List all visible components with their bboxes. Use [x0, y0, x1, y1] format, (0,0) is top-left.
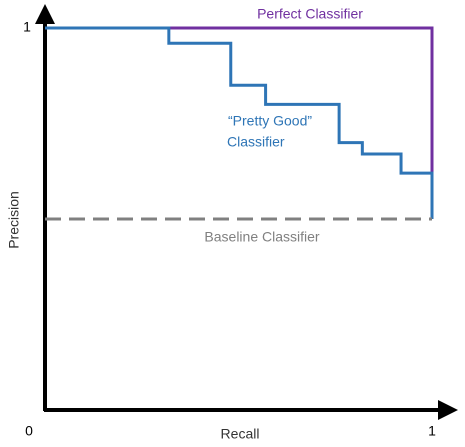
- x-tick-label: 0: [25, 423, 33, 439]
- series-label: Baseline Classifier: [204, 229, 319, 245]
- series-label: “Pretty Good”: [228, 113, 312, 129]
- series-label: Classifier: [227, 134, 285, 150]
- series-line: [45, 26, 434, 219]
- x-axis-label: Recall: [221, 426, 260, 442]
- y-tick-label: 1: [23, 19, 31, 35]
- series-line: [45, 26, 434, 219]
- y-axis-label: Precision: [6, 191, 22, 249]
- series-label: Perfect Classifier: [257, 6, 363, 22]
- x-tick-label: 1: [428, 423, 436, 439]
